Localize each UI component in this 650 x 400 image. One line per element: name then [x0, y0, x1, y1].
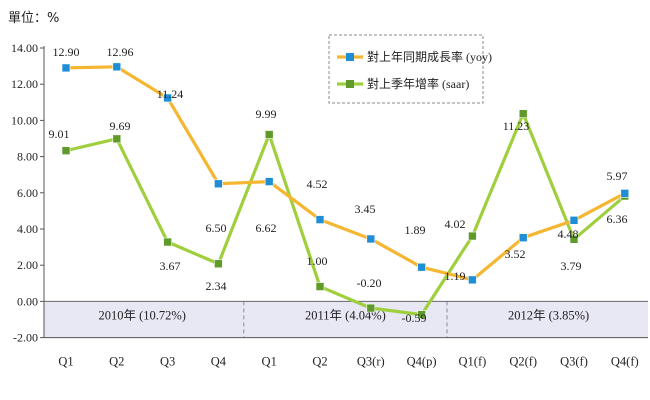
data-point-yoy [518, 233, 528, 242]
data-label-yoy: 12.90 [53, 45, 80, 59]
year-group-label: 2010年 (10.72%) [98, 308, 186, 322]
data-point-yoy [569, 216, 579, 225]
data-label-saar: 6.36 [607, 212, 628, 226]
data-label-saar: 11.23 [503, 119, 530, 133]
shaded-band [44, 301, 648, 338]
data-point-saar [366, 303, 376, 313]
data-label-yoy: 3.45 [355, 202, 376, 216]
data-point-yoy [112, 62, 122, 72]
axis-layer: 14.00 12.00 10.00 8.00 6.00 4.00 2.00 0.00 -2.00… [11, 41, 648, 369]
data-point-yoy [61, 63, 71, 73]
x-category-label: Q3(f) [560, 355, 588, 369]
x-category-label: Q1(f) [459, 355, 487, 369]
data-point-saar [264, 130, 274, 139]
data-point-saar [468, 231, 477, 241]
legend-box [328, 34, 484, 104]
data-label-yoy: 6.62 [256, 221, 277, 235]
series-line-yoy [65, 65, 626, 282]
legend: 對上年同期成長率 (yoy) 對上季年增率 (saar) [328, 34, 492, 104]
data-point-saar [315, 282, 325, 291]
y-tick-label: -2.00 [13, 331, 38, 345]
shaded-band-layer: 2010年 (10.72%) 2011年 (4.04%) 2012年 (3.85%) [44, 301, 648, 338]
y-tick-label: 6.00 [17, 186, 38, 200]
data-point-saar [417, 310, 426, 319]
data-label-yoy: 4.52 [307, 177, 328, 191]
data-point-yoy [366, 234, 376, 244]
legend-swatch-marker [346, 80, 354, 88]
x-category-label: Q1 [58, 355, 73, 369]
data-point-yoy [214, 179, 223, 189]
x-category-label: Q4(p) [407, 355, 437, 369]
x-category-label: Q2(f) [509, 355, 537, 369]
data-point-yoy [468, 275, 477, 285]
year-group-label: 2011年 (4.04%) [305, 308, 386, 322]
x-category-label: Q4(f) [611, 355, 639, 369]
legend-entry-label: 對上季年增率 (saar) [367, 76, 469, 91]
x-category-label: Q3 [160, 355, 175, 369]
y-tick-label: 12.00 [11, 77, 38, 91]
data-label-saar: 9.01 [49, 127, 70, 141]
x-category-label: Q4 [211, 355, 227, 369]
year-group-label: 2012年 (3.85%) [508, 308, 589, 322]
data-point-saar [112, 134, 122, 144]
series-layer [61, 62, 630, 319]
y-tick-label: 10.00 [11, 113, 38, 127]
y-tick-label: 0.00 [17, 294, 38, 308]
data-label-yoy: 4.48 [558, 227, 579, 241]
y-tick-label: 2.00 [17, 258, 38, 272]
data-label-saar: 1.00 [307, 254, 328, 268]
data-point-saar [163, 237, 172, 247]
data-point-saar [214, 259, 223, 269]
y-tick-label: 4.00 [17, 222, 38, 236]
data-point-yoy [620, 189, 630, 198]
y-tick-label: 14.00 [11, 41, 38, 55]
data-label-yoy: 1.19 [445, 269, 466, 283]
data-point-yoy [264, 177, 274, 186]
data-point-yoy [163, 93, 172, 103]
data-point-yoy [315, 215, 325, 224]
data-label-yoy: 5.97 [607, 169, 628, 183]
y-tick-label: 8.00 [17, 150, 38, 164]
data-point-saar [569, 235, 579, 244]
unit-label: 單位：% [8, 11, 60, 26]
data-label-yoy: 3.52 [505, 247, 526, 261]
data-label-layer: 12.90 12.96 11.24 6.50 6.62 4.52 3.45 1.89 1.19 3… [49, 45, 628, 325]
data-label-saar: -0.59 [402, 311, 427, 325]
x-category-label: Q3(r) [357, 355, 385, 369]
data-label-saar: 4.02 [445, 217, 466, 231]
legend-swatch-marker [346, 53, 354, 61]
data-point-saar [518, 109, 528, 119]
data-label-yoy: 11.24 [157, 87, 184, 101]
data-label-saar: 9.99 [256, 107, 277, 121]
data-label-saar: -0.20 [357, 276, 382, 290]
data-label-saar: 3.67 [160, 259, 181, 273]
data-label-saar: 9.69 [110, 119, 131, 133]
series-line-saar [65, 112, 626, 317]
data-point-saar [61, 146, 71, 155]
data-label-saar: 3.79 [561, 259, 582, 273]
x-category-label: Q1 [262, 355, 277, 369]
data-label-saar: 2.34 [206, 279, 227, 293]
legend-entry-label: 對上年同期成長率 (yoy) [367, 49, 492, 64]
data-point-yoy [417, 262, 426, 272]
data-label-yoy: 6.50 [206, 221, 227, 235]
x-category-label: Q2 [109, 355, 124, 369]
x-category-label: Q2 [312, 355, 327, 369]
data-label-yoy: 1.89 [405, 223, 426, 237]
data-label-yoy: 12.96 [107, 45, 134, 59]
